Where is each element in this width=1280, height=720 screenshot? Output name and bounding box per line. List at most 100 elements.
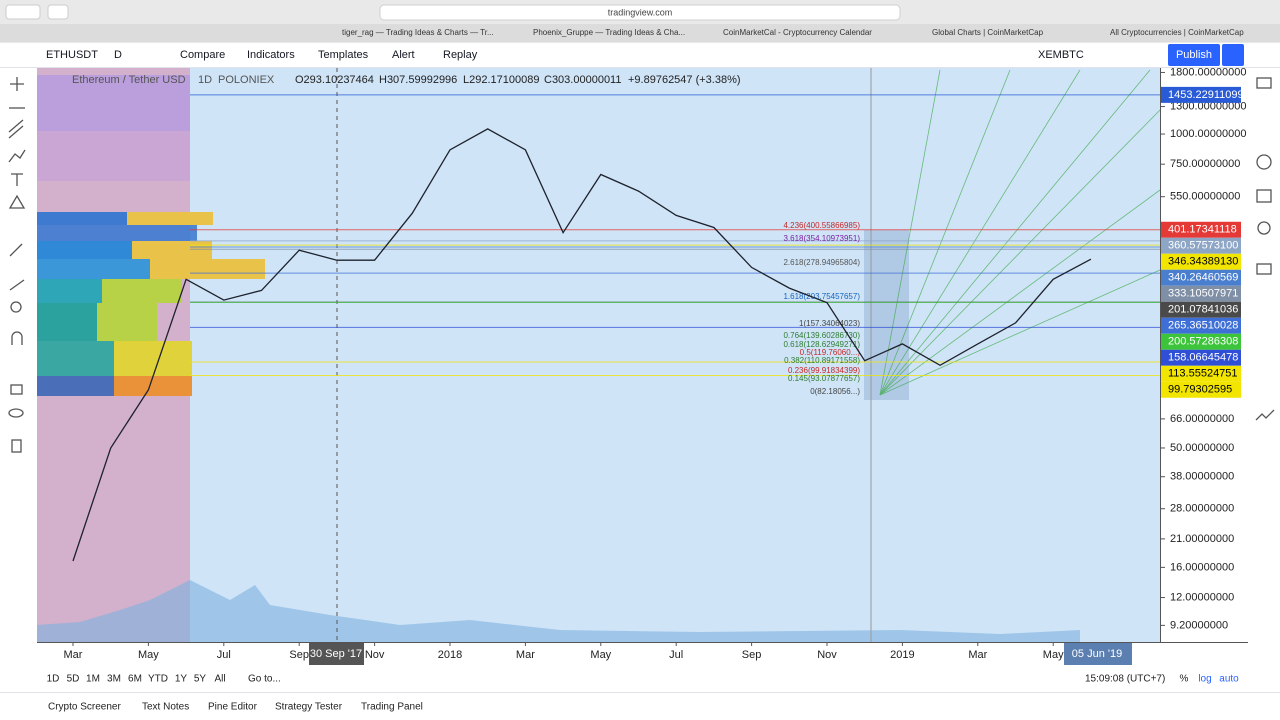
toolbar-symbol[interactable]: ETHUSDT bbox=[46, 49, 98, 61]
browser-tab[interactable]: Phoenix_Gruppe — Trading Ideas & Cha... bbox=[533, 28, 685, 37]
idea-icon[interactable] bbox=[1257, 221, 1271, 235]
toolbar-replay[interactable]: Replay bbox=[443, 49, 478, 61]
y-tick-label: 38.00000000 bbox=[1170, 471, 1234, 483]
price-tag-label: 360.57573100 bbox=[1168, 240, 1238, 252]
scale-button[interactable]: log bbox=[1198, 674, 1211, 685]
ruler-tool[interactable] bbox=[9, 279, 25, 291]
bottom-tab[interactable]: Crypto Screener bbox=[48, 702, 121, 713]
fib-label: 0.764(139.60286730) bbox=[783, 331, 860, 340]
range-button[interactable]: 6M bbox=[128, 674, 142, 685]
x-tick-label: May bbox=[1043, 649, 1064, 661]
vp-row bbox=[37, 376, 114, 396]
price-tag bbox=[1161, 86, 1241, 103]
scale-button[interactable]: auto bbox=[1219, 674, 1239, 685]
legend-high: H307.59992996 bbox=[379, 74, 457, 86]
pen-tool[interactable] bbox=[8, 149, 26, 163]
zoom-tool[interactable] bbox=[10, 301, 22, 313]
fan-line bbox=[879, 269, 1161, 396]
range-button[interactable]: All bbox=[214, 674, 225, 685]
x-tick-label: Nov bbox=[817, 649, 837, 661]
range-button[interactable]: 5Y bbox=[194, 674, 207, 685]
toolbar-templates[interactable]: Templates bbox=[318, 49, 369, 61]
magnet-tool[interactable] bbox=[11, 331, 23, 345]
price-tag-label: 113.55524751 bbox=[1168, 368, 1238, 380]
fib-label: 0.618(128.62949271) bbox=[783, 340, 860, 349]
goto-button[interactable]: Go to... bbox=[248, 674, 281, 685]
clock: 15:09:08 (UTC+7) bbox=[1085, 674, 1165, 685]
fan-line bbox=[879, 189, 1161, 396]
address-bar[interactable] bbox=[379, 4, 901, 21]
sidebar-button[interactable] bbox=[47, 4, 69, 20]
range-button[interactable]: 5D bbox=[67, 674, 80, 685]
publish-button-bg[interactable] bbox=[1168, 44, 1220, 66]
price-tag-label: 201.07841036 bbox=[1168, 304, 1238, 316]
bottom-tab[interactable]: Pine Editor bbox=[208, 702, 258, 713]
nav-buttons[interactable] bbox=[5, 4, 41, 20]
price-tag bbox=[1161, 253, 1241, 270]
range-button[interactable]: 1M bbox=[86, 674, 100, 685]
current-date-bg bbox=[1064, 643, 1132, 665]
legend-open: O293.10237464 bbox=[295, 74, 374, 86]
fan-line bbox=[879, 69, 1081, 396]
price-tag bbox=[1161, 301, 1241, 318]
legend-name: Ethereum / Tether USD bbox=[72, 74, 186, 86]
toolbar-compare[interactable]: Compare bbox=[180, 49, 225, 61]
legend-low: L292.17100089 bbox=[463, 74, 539, 86]
price-tag-label: 333.10507971 bbox=[1168, 288, 1238, 300]
tab-strip bbox=[0, 24, 1280, 42]
browser-tab[interactable]: All Cryptocurrencies | CoinMarketCap bbox=[1110, 28, 1244, 37]
trend-icon[interactable] bbox=[1255, 409, 1275, 421]
toolbar-alert[interactable]: Alert bbox=[392, 49, 415, 61]
crosshair-tool[interactable] bbox=[10, 77, 24, 91]
volume-area bbox=[37, 580, 1080, 642]
watchlist-icon[interactable] bbox=[1256, 77, 1272, 89]
price-tag bbox=[1161, 365, 1241, 382]
toolbar-compare-symbol[interactable]: XEMBTC bbox=[1038, 49, 1084, 61]
visibility-tool[interactable] bbox=[8, 408, 24, 418]
fib-fan bbox=[879, 69, 1161, 396]
right-icons bbox=[1255, 77, 1275, 421]
fib-label: 1(157.34064023) bbox=[799, 319, 860, 328]
trash-tool[interactable] bbox=[11, 439, 22, 453]
price-tag bbox=[1161, 349, 1241, 366]
range-button[interactable]: 1D bbox=[47, 674, 60, 685]
legend-close: C303.00000011 bbox=[544, 74, 621, 86]
fib-label: 0.145(93.07877657) bbox=[788, 374, 860, 383]
pattern-tool[interactable] bbox=[8, 194, 26, 209]
vp-row bbox=[37, 75, 190, 131]
scale-button[interactable]: % bbox=[1180, 674, 1189, 685]
vp-row bbox=[102, 279, 182, 303]
lock-tool[interactable] bbox=[10, 384, 23, 395]
price-tag bbox=[1161, 237, 1241, 254]
current-date: 05 Jun '19 bbox=[1072, 648, 1122, 660]
toolbar-interval[interactable]: D bbox=[114, 49, 122, 61]
bottom-tab[interactable]: Strategy Tester bbox=[275, 702, 343, 713]
volume-profile bbox=[37, 75, 265, 396]
channel-tool[interactable] bbox=[8, 119, 24, 139]
browser-tab[interactable]: Global Charts | CoinMarketCap bbox=[932, 28, 1044, 37]
bottom-tab[interactable]: Trading Panel bbox=[361, 702, 423, 713]
y-tick-label: 12.00000000 bbox=[1170, 591, 1234, 603]
price-tag-label: 265.36510028 bbox=[1168, 320, 1238, 332]
fib-label: 0.382(110.89171558) bbox=[784, 356, 860, 365]
range-button[interactable]: YTD bbox=[148, 674, 168, 685]
x-tick-label: Jul bbox=[217, 649, 231, 661]
chat-icon[interactable] bbox=[1256, 263, 1272, 275]
vp-row bbox=[37, 212, 127, 225]
calendar-icon[interactable] bbox=[1256, 189, 1272, 203]
range-button[interactable]: 3M bbox=[107, 674, 121, 685]
x-tick-label: May bbox=[590, 649, 611, 661]
toolbar-indicators[interactable]: Indicators bbox=[247, 49, 295, 61]
browser-tab[interactable]: tiger_rag — Trading Ideas & Charts — Tr.… bbox=[342, 28, 494, 37]
fib-label: 4.236(400.55866985) bbox=[783, 221, 860, 230]
clock-icon[interactable] bbox=[1256, 154, 1272, 170]
browser-tab[interactable]: CoinMarketCal - Cryptocurrency Calendar bbox=[723, 28, 872, 37]
range-button[interactable]: 1Y bbox=[175, 674, 188, 685]
text-tool[interactable] bbox=[11, 173, 23, 186]
prediction-tool[interactable] bbox=[9, 243, 23, 257]
vp-row bbox=[37, 279, 102, 303]
publish-menu[interactable] bbox=[1222, 44, 1244, 66]
x-tick-label: Nov bbox=[365, 649, 385, 661]
publish-button[interactable]: Publish bbox=[1176, 49, 1212, 61]
bottom-tab[interactable]: Text Notes bbox=[142, 702, 189, 713]
